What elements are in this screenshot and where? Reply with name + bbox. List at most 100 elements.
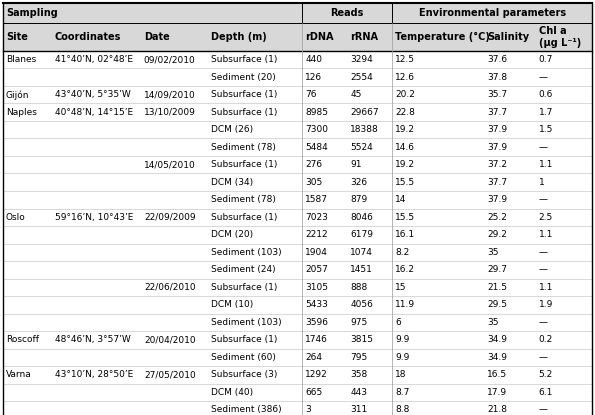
- Text: 43°40’N, 5°35’W: 43°40’N, 5°35’W: [55, 90, 130, 99]
- Text: 91: 91: [350, 160, 362, 169]
- Bar: [3, 121, 592, 139]
- Text: Subsurface (1): Subsurface (1): [211, 283, 278, 292]
- Text: Coordinates: Coordinates: [55, 32, 121, 42]
- Text: 1: 1: [538, 178, 544, 187]
- Text: 27/05/2010: 27/05/2010: [144, 370, 196, 379]
- Text: Roscoff: Roscoff: [6, 335, 39, 344]
- Text: Blanes: Blanes: [6, 55, 36, 64]
- Text: 3815: 3815: [350, 335, 373, 344]
- Text: 8985: 8985: [305, 108, 328, 117]
- Text: 3105: 3105: [305, 283, 328, 292]
- Text: DCM (10): DCM (10): [211, 300, 253, 309]
- Text: Subsurface (1): Subsurface (1): [211, 108, 278, 117]
- Text: 5524: 5524: [350, 143, 373, 152]
- Bar: [3, 244, 592, 261]
- Text: Reads: Reads: [330, 8, 364, 18]
- Bar: [3, 68, 592, 86]
- Text: 1292: 1292: [305, 370, 328, 379]
- Text: Sediment (78): Sediment (78): [211, 195, 276, 204]
- Text: Subsurface (1): Subsurface (1): [211, 160, 278, 169]
- Text: (μg L⁻¹): (μg L⁻¹): [538, 38, 581, 48]
- Text: 41°40’N, 02°48’E: 41°40’N, 02°48’E: [55, 55, 133, 64]
- Text: Subsurface (1): Subsurface (1): [211, 90, 278, 99]
- Text: 37.6: 37.6: [487, 55, 508, 64]
- Text: 276: 276: [305, 160, 322, 169]
- Text: 7300: 7300: [305, 125, 328, 134]
- Text: Salinity: Salinity: [487, 32, 530, 42]
- Text: Sediment (103): Sediment (103): [211, 318, 282, 327]
- Text: 975: 975: [350, 318, 368, 327]
- Text: 14.6: 14.6: [395, 143, 415, 152]
- Text: 0.7: 0.7: [538, 55, 553, 64]
- Text: 22/06/2010: 22/06/2010: [144, 283, 196, 292]
- Text: 1904: 1904: [305, 248, 328, 257]
- Text: Varna: Varna: [6, 370, 32, 379]
- Text: 34.9: 34.9: [487, 353, 507, 362]
- Text: 1451: 1451: [350, 265, 373, 274]
- Text: 795: 795: [350, 353, 368, 362]
- Text: 19.2: 19.2: [395, 125, 415, 134]
- Text: —: —: [538, 248, 548, 257]
- Text: 16.5: 16.5: [487, 370, 508, 379]
- Text: 9.9: 9.9: [395, 353, 409, 362]
- Text: Environmental parameters: Environmental parameters: [418, 8, 566, 18]
- Text: 43°10’N, 28°50’E: 43°10’N, 28°50’E: [55, 370, 133, 379]
- Text: 35: 35: [487, 318, 499, 327]
- Text: 40°48’N, 14°15’E: 40°48’N, 14°15’E: [55, 108, 133, 117]
- Text: Sediment (78): Sediment (78): [211, 143, 276, 152]
- Text: 45: 45: [350, 90, 362, 99]
- Text: Chl a: Chl a: [538, 27, 566, 37]
- Text: Sediment (386): Sediment (386): [211, 405, 282, 414]
- Text: 8.2: 8.2: [395, 248, 409, 257]
- Text: rRNA: rRNA: [350, 32, 378, 42]
- Text: Sediment (60): Sediment (60): [211, 353, 276, 362]
- Text: —: —: [538, 195, 548, 204]
- Bar: [3, 208, 592, 226]
- Text: 37.7: 37.7: [487, 108, 508, 117]
- Bar: [3, 366, 592, 383]
- Text: 19.2: 19.2: [395, 160, 415, 169]
- Text: 4056: 4056: [350, 300, 373, 309]
- Text: 29.5: 29.5: [487, 300, 507, 309]
- Text: Sediment (103): Sediment (103): [211, 248, 282, 257]
- Text: 1.1: 1.1: [538, 230, 553, 239]
- Text: 14/05/2010: 14/05/2010: [144, 160, 196, 169]
- Text: Gijón: Gijón: [6, 90, 30, 100]
- Text: 29.2: 29.2: [487, 230, 507, 239]
- Text: 37.7: 37.7: [487, 178, 508, 187]
- Text: 76: 76: [305, 90, 317, 99]
- Text: Naples: Naples: [6, 108, 37, 117]
- Text: Temperature (°C): Temperature (°C): [395, 32, 490, 42]
- Text: 22/09/2009: 22/09/2009: [144, 213, 196, 222]
- Text: 15: 15: [395, 283, 407, 292]
- Text: Sampling: Sampling: [6, 8, 58, 18]
- Text: 29667: 29667: [350, 108, 379, 117]
- Text: 1074: 1074: [350, 248, 373, 257]
- Text: 16.1: 16.1: [395, 230, 415, 239]
- Text: —: —: [538, 318, 548, 327]
- Text: 17.9: 17.9: [487, 388, 508, 397]
- Text: 37.9: 37.9: [487, 125, 508, 134]
- Text: 37.8: 37.8: [487, 73, 508, 82]
- Text: 305: 305: [305, 178, 322, 187]
- Text: Oslo: Oslo: [6, 213, 26, 222]
- Text: 358: 358: [350, 370, 368, 379]
- Bar: [3, 278, 592, 296]
- Bar: [3, 139, 592, 156]
- Text: DCM (20): DCM (20): [211, 230, 253, 239]
- Text: 14/09/2010: 14/09/2010: [144, 90, 196, 99]
- Text: 29.7: 29.7: [487, 265, 507, 274]
- Text: Depth (m): Depth (m): [211, 32, 267, 42]
- Text: Sediment (24): Sediment (24): [211, 265, 276, 274]
- Bar: [3, 383, 592, 401]
- Text: 1.1: 1.1: [538, 160, 553, 169]
- Bar: [3, 261, 592, 278]
- Text: 35.7: 35.7: [487, 90, 508, 99]
- Text: rDNA: rDNA: [305, 32, 334, 42]
- Text: 1.7: 1.7: [538, 108, 553, 117]
- Bar: [3, 51, 592, 68]
- Text: 1587: 1587: [305, 195, 328, 204]
- Text: DCM (40): DCM (40): [211, 388, 253, 397]
- Text: DCM (26): DCM (26): [211, 125, 253, 134]
- Text: 2.5: 2.5: [538, 213, 553, 222]
